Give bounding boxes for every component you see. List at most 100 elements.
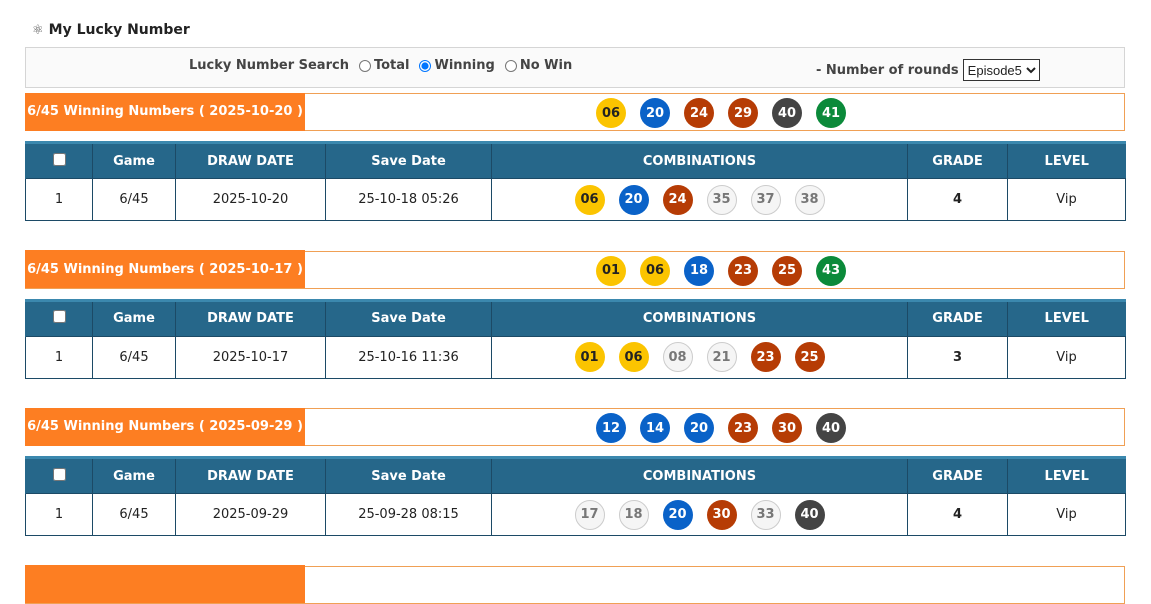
table-row[interactable]: 1 6/45 2025-09-29 25-09-28 08:15 17 18 20 30 33 4… (25, 493, 1126, 536)
row-number: 1 (25, 178, 93, 221)
grade-cell: 4 (907, 178, 1008, 221)
number-ball: 24 (684, 98, 714, 128)
column-header: COMBINATIONS (491, 141, 908, 179)
column-header (25, 141, 93, 179)
number-ball: 23 (728, 255, 758, 286)
number-ball: 41 (816, 98, 846, 128)
number-ball: 12 (596, 413, 626, 443)
atom-icon: ⚛ (32, 22, 44, 38)
winning-balls: 06 20 24 29 40 41 (596, 98, 846, 128)
number-ball: 30 (772, 413, 802, 443)
column-header: DRAW DATE (175, 141, 326, 179)
save-date-cell: 25-10-16 11:36 (325, 335, 492, 379)
table-header-row: Game DRAW DATE Save Date COMBINATIONS GRADE L… (25, 456, 1126, 494)
column-header: LEVEL (1007, 456, 1126, 494)
number-ball: 40 (772, 98, 802, 128)
combination-balls: 06 20 24 35 37 38 (492, 184, 907, 215)
winning-numbers-bar: 6/45 Winning Numbers ( 2025-09-29 ) 12 14 2… (25, 407, 1125, 446)
winning-numbers-label: 6/45 Winning Numbers ( 2025-09-29 ) (25, 407, 305, 446)
winning-numbers-label (25, 565, 305, 603)
number-ball: 29 (728, 98, 758, 128)
number-ball: 20 (662, 499, 693, 530)
page-title: ⚛ My Lucky Number (32, 22, 190, 38)
number-ball: 33 (750, 499, 781, 530)
winning-section: 6/45 Winning Numbers ( 2025-10-17 ) 01 06 1… (25, 250, 1126, 379)
level-cell: Vip (1007, 335, 1126, 379)
level-cell: Vip (1007, 493, 1126, 536)
grade-cell: 4 (907, 493, 1008, 536)
number-ball: 20 (640, 98, 670, 128)
column-header: LEVEL (1007, 141, 1126, 179)
column-header: Game (92, 298, 176, 336)
grade-cell: 3 (907, 335, 1008, 379)
column-header: Save Date (325, 141, 492, 179)
number-ball: 40 (816, 413, 846, 443)
select-all-checkbox[interactable] (52, 467, 66, 481)
results-table: Game DRAW DATE Save Date COMBINATIONS GRADE L… (25, 456, 1126, 536)
number-ball: 23 (728, 413, 758, 443)
winning-balls: 01 06 18 23 25 43 (596, 255, 846, 286)
save-date-cell: 25-09-28 08:15 (325, 493, 492, 536)
winning-numbers-bar: 6/45 Winning Numbers ( 2025-10-17 ) 01 06 1… (25, 250, 1125, 289)
draw-date-cell: 2025-10-20 (175, 178, 326, 221)
number-ball: 01 (596, 255, 626, 286)
column-header: Game (92, 456, 176, 494)
radio-total[interactable]: Total (358, 58, 409, 73)
save-date-cell: 25-10-18 05:26 (325, 178, 492, 221)
column-header: COMBINATIONS (491, 298, 908, 336)
number-ball: 25 (794, 342, 825, 372)
number-ball: 06 (640, 255, 670, 286)
number-ball: 06 (596, 98, 626, 128)
winning-section (25, 565, 1125, 604)
radio-winning[interactable]: Winning (419, 58, 495, 73)
row-number: 1 (25, 335, 93, 379)
select-all-checkbox[interactable] (52, 310, 66, 323)
number-ball: 30 (706, 499, 737, 530)
select-all-checkbox[interactable] (52, 152, 66, 166)
number-ball: 18 (618, 499, 649, 530)
winning-section: 6/45 Winning Numbers ( 2025-10-20 ) 06 20 2… (25, 92, 1126, 221)
number-ball: 25 (772, 255, 802, 286)
radio-no-win[interactable]: No Win (504, 58, 572, 73)
column-header: GRADE (907, 456, 1008, 494)
results-table: Game DRAW DATE Save Date COMBINATIONS GRADE L… (25, 141, 1126, 221)
number-ball: 14 (640, 413, 670, 443)
column-header (25, 456, 93, 494)
game-cell: 6/45 (92, 493, 176, 536)
number-ball: 37 (750, 184, 781, 215)
table-header-row: Game DRAW DATE Save Date COMBINATIONS GRADE L… (25, 298, 1126, 336)
number-ball: 17 (574, 499, 605, 530)
winning-numbers-bar: 6/45 Winning Numbers ( 2025-10-20 ) 06 20 2… (25, 92, 1125, 131)
winning-numbers-bar (25, 565, 1125, 604)
column-header: Game (92, 141, 176, 179)
column-header: COMBINATIONS (491, 456, 908, 494)
number-ball: 43 (816, 255, 846, 286)
column-header: Save Date (325, 456, 492, 494)
number-ball: 23 (750, 342, 781, 372)
draw-date-cell: 2025-10-17 (175, 335, 326, 379)
number-ball: 01 (574, 342, 605, 372)
game-cell: 6/45 (92, 335, 176, 379)
number-ball: 40 (794, 499, 825, 530)
draw-date-cell: 2025-09-29 (175, 493, 326, 536)
column-header: LEVEL (1007, 298, 1126, 336)
results-table: Game DRAW DATE Save Date COMBINATIONS GRADE L… (25, 298, 1126, 379)
number-ball: 21 (706, 342, 737, 372)
column-header: DRAW DATE (175, 298, 326, 336)
winning-numbers-label: 6/45 Winning Numbers ( 2025-10-20 ) (25, 92, 305, 131)
combinations-cell: 01 06 08 21 23 25 (491, 335, 908, 379)
column-header: Save Date (325, 298, 492, 336)
search-panel: Lucky Number Search Total Winning No Win… (25, 47, 1125, 88)
table-row[interactable]: 1 6/45 2025-10-17 25-10-16 11:36 01 06 08 21 23 2… (25, 335, 1126, 379)
number-ball: 35 (706, 184, 737, 215)
row-number: 1 (25, 493, 93, 536)
number-ball: 06 (618, 342, 649, 372)
table-row[interactable]: 1 6/45 2025-10-20 25-10-18 05:26 06 20 24 35 37 3… (25, 178, 1126, 221)
rounds-select[interactable]: Episode5 (962, 59, 1040, 81)
number-ball: 20 (618, 184, 649, 215)
combination-balls: 17 18 20 30 33 40 (492, 499, 907, 530)
winning-balls: 12 14 20 23 30 40 (596, 413, 846, 443)
column-header: GRADE (907, 298, 1008, 336)
column-header (25, 298, 93, 336)
number-ball: 38 (794, 184, 825, 215)
